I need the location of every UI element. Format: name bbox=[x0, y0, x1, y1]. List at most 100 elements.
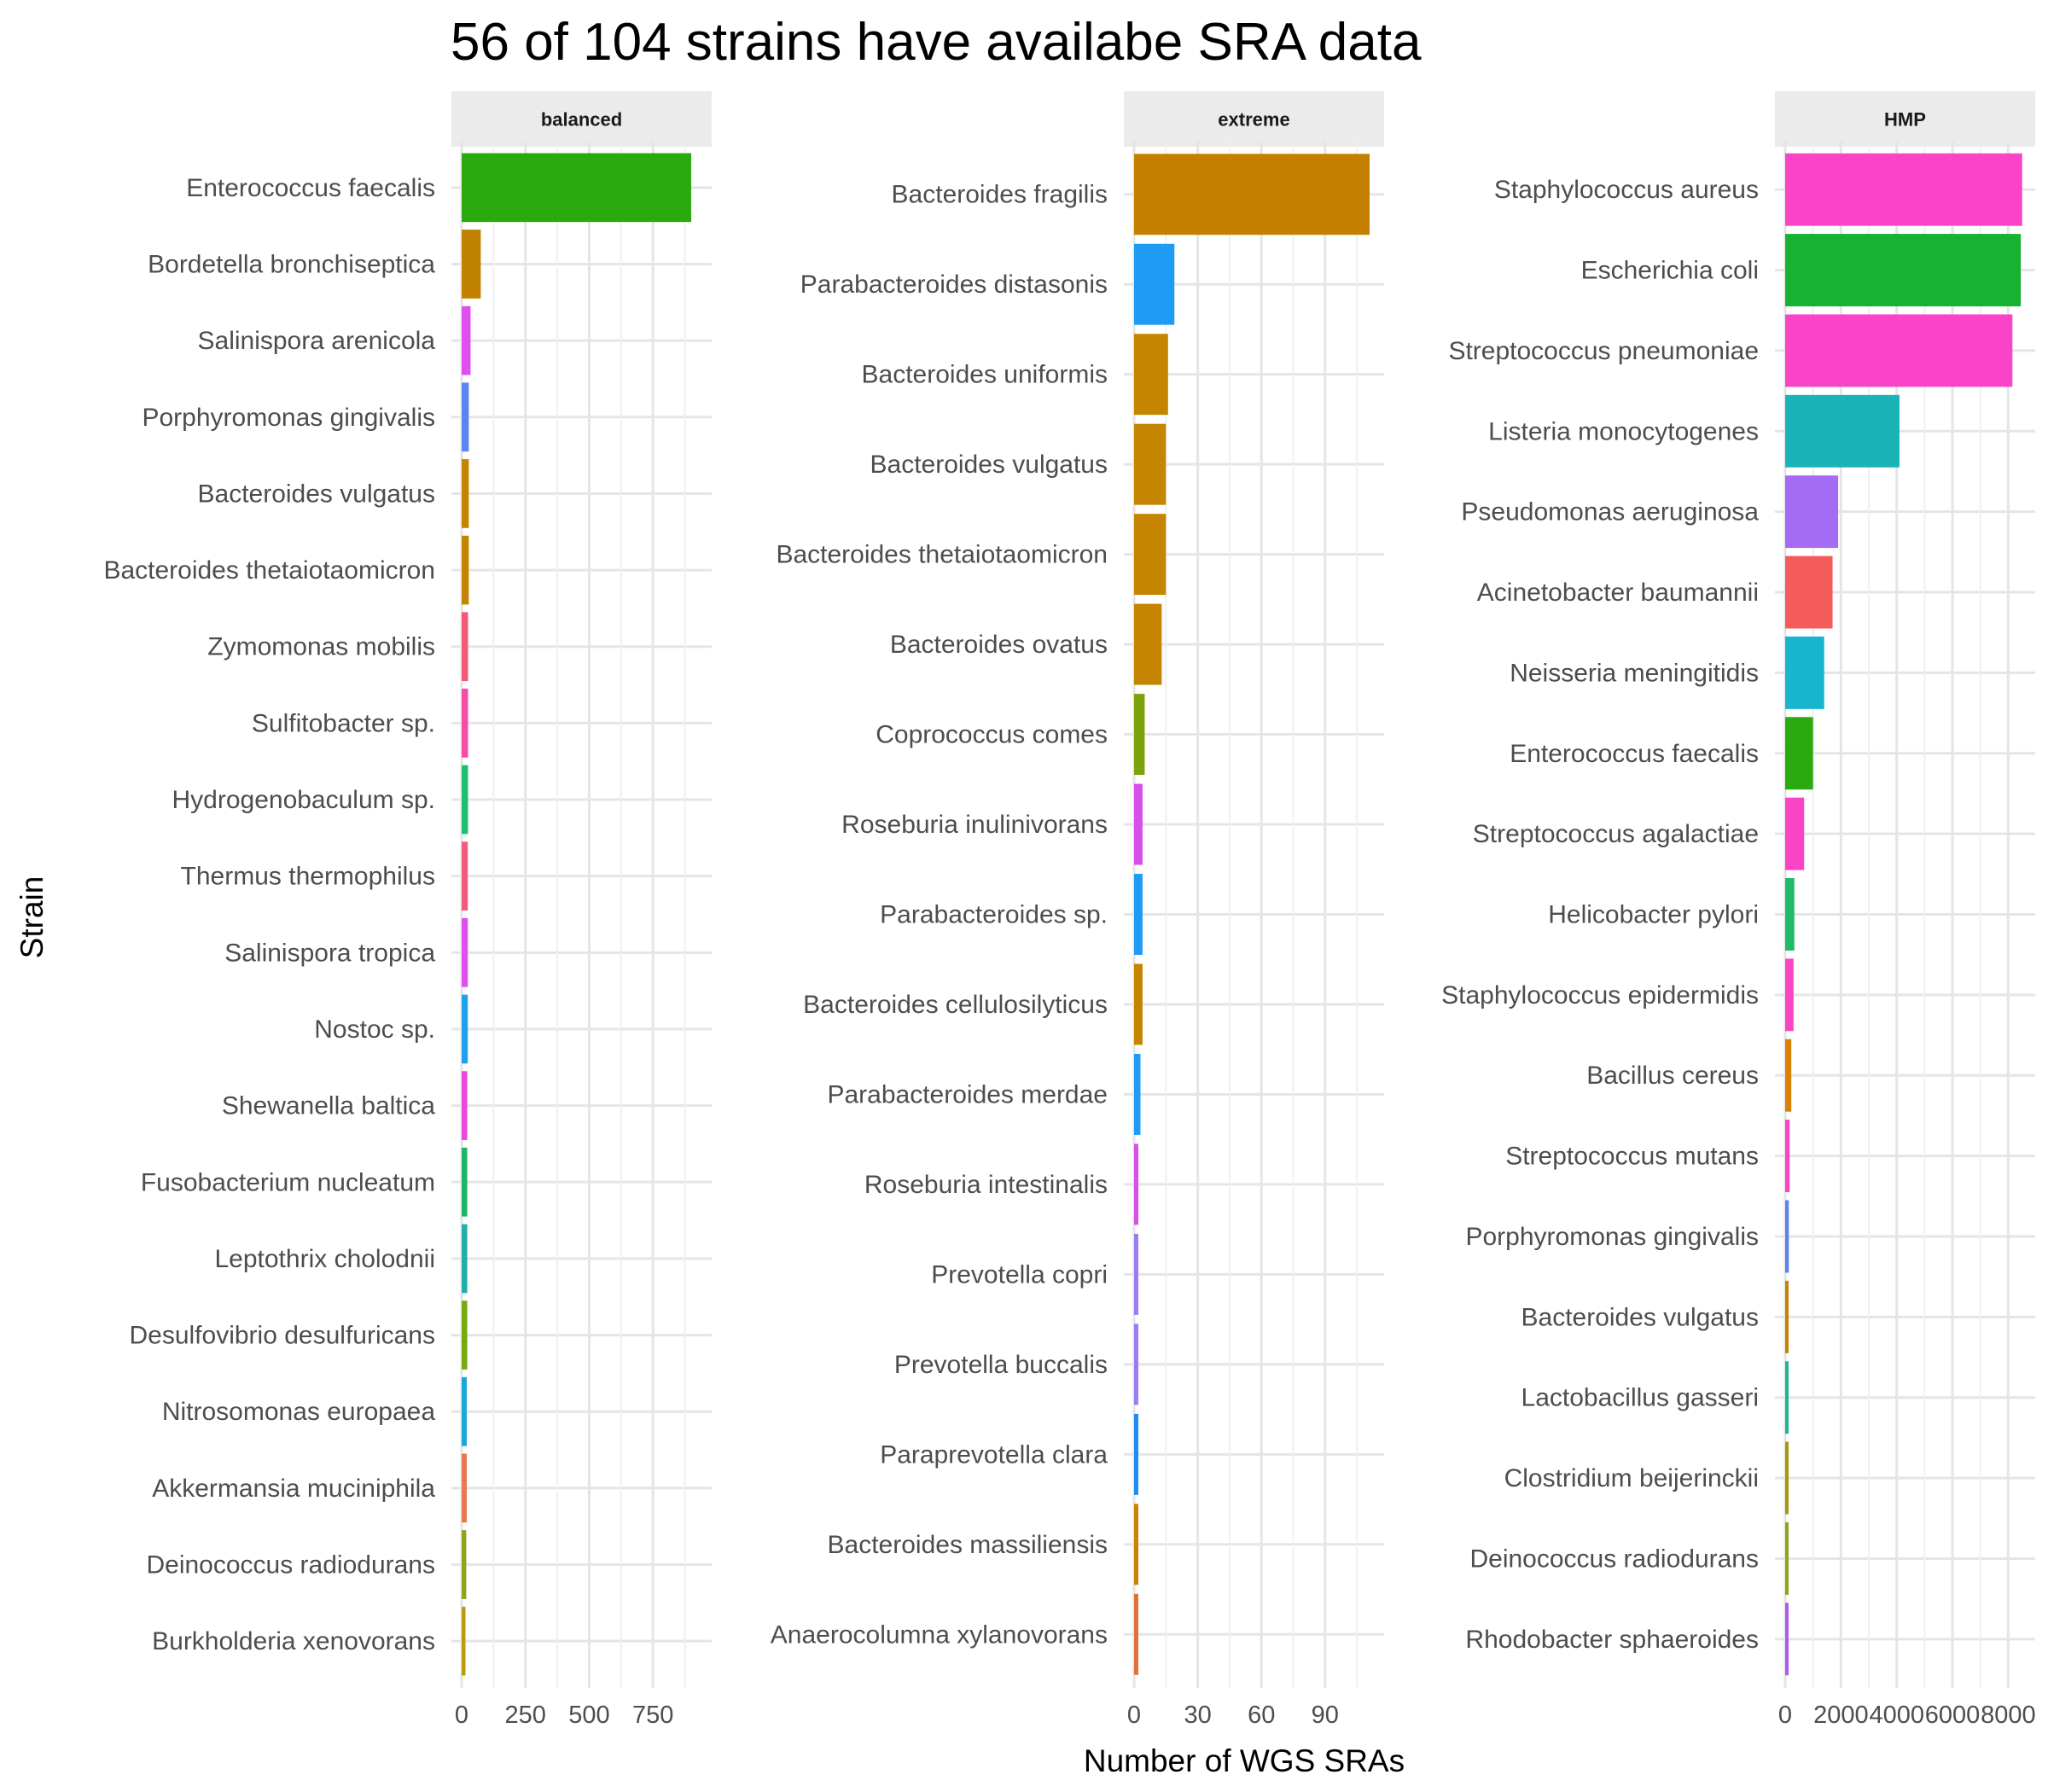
category-label: Paraprevotella clara bbox=[880, 1440, 1108, 1469]
bar bbox=[1785, 394, 1900, 468]
bar bbox=[1134, 783, 1143, 865]
category-label: Prevotella buccalis bbox=[894, 1351, 1108, 1379]
bar bbox=[1785, 958, 1794, 1032]
bar bbox=[462, 1147, 468, 1217]
category-label: Zymomonas mobilis bbox=[207, 633, 435, 661]
facet-strip bbox=[451, 91, 712, 147]
x-tick-label: 30 bbox=[1184, 1702, 1211, 1729]
x-tick-label: 90 bbox=[1312, 1702, 1339, 1729]
category-label: Streptococcus agalactiae bbox=[1473, 820, 1759, 848]
bar bbox=[1785, 556, 1833, 629]
bar bbox=[1134, 694, 1145, 776]
bar bbox=[1134, 874, 1143, 955]
category-label: Thermus thermophilus bbox=[181, 863, 435, 891]
bar bbox=[1785, 1039, 1792, 1112]
bar bbox=[462, 1300, 468, 1370]
category-label: Nostoc sp. bbox=[314, 1015, 435, 1044]
category-label: Desulfovibrio desulfuricans bbox=[129, 1322, 435, 1350]
x-tick-label: 0 bbox=[1778, 1702, 1792, 1729]
x-tick-label: 60 bbox=[1248, 1702, 1275, 1729]
bar bbox=[462, 917, 468, 987]
category-label: Helicobacter pylori bbox=[1548, 901, 1759, 929]
bar bbox=[462, 535, 469, 605]
bar bbox=[1134, 154, 1370, 236]
category-label: Streptococcus mutans bbox=[1505, 1143, 1759, 1171]
category-label: Fusobacterium nucleatum bbox=[141, 1168, 435, 1196]
bar bbox=[462, 612, 468, 682]
x-tick-label: 0 bbox=[1127, 1702, 1141, 1729]
bar bbox=[462, 1606, 466, 1676]
bar bbox=[1785, 1521, 1789, 1595]
category-label: Enterococcus faecalis bbox=[1510, 740, 1759, 768]
category-label: Prevotella copri bbox=[931, 1260, 1108, 1289]
x-tick-label: 250 bbox=[505, 1702, 546, 1729]
category-label: Sulfitobacter sp. bbox=[252, 709, 435, 737]
x-tick-label: 0 bbox=[455, 1702, 468, 1729]
bar bbox=[1785, 636, 1824, 709]
bar bbox=[462, 459, 469, 528]
category-label: Burkholderia xenovorans bbox=[152, 1627, 435, 1655]
category-label: Staphylococcus aureus bbox=[1494, 176, 1759, 204]
category-label: Bacillus cereus bbox=[1586, 1062, 1759, 1090]
facet-strip bbox=[1124, 91, 1384, 147]
category-label: Bacteroides cellulosilyticus bbox=[803, 991, 1108, 1019]
category-label: Bacteroides uniformis bbox=[862, 361, 1108, 389]
bar bbox=[1785, 717, 1813, 790]
category-label: Bacteroides ovatus bbox=[890, 631, 1108, 659]
bar bbox=[1785, 1280, 1789, 1353]
category-label: Nitrosomonas europaea bbox=[162, 1398, 436, 1426]
category-label: Bordetella bronchiseptica bbox=[148, 250, 435, 278]
bar bbox=[1785, 234, 2022, 307]
bar bbox=[462, 1530, 467, 1599]
bar bbox=[462, 1071, 468, 1140]
category-label: Salinispora tropica bbox=[224, 939, 435, 967]
bar bbox=[1134, 334, 1168, 416]
category-label: Bacteroides thetaiotaomicron bbox=[103, 556, 435, 585]
bar bbox=[462, 230, 481, 299]
facet-strip-label: balanced bbox=[541, 109, 622, 131]
category-label: Streptococcus pneumoniae bbox=[1448, 337, 1759, 365]
category-label: Leptothrix cholodnii bbox=[214, 1245, 435, 1273]
bar bbox=[1134, 603, 1162, 685]
category-label: Coprococcus comes bbox=[876, 721, 1108, 749]
bar bbox=[1785, 1441, 1789, 1515]
category-label: Escherichia coli bbox=[1581, 257, 1759, 285]
category-label: Bacteroides vulgatus bbox=[1521, 1303, 1760, 1331]
bar bbox=[1785, 314, 2013, 387]
category-label: Staphylococcus epidermidis bbox=[1441, 981, 1759, 1009]
category-label: Acinetobacter baumannii bbox=[1477, 579, 1759, 607]
bar bbox=[462, 153, 692, 223]
category-label: Bacteroides vulgatus bbox=[870, 451, 1108, 479]
category-label: Bacteroides vulgatus bbox=[198, 480, 436, 508]
category-label: Bacteroides thetaiotaomicron bbox=[776, 541, 1108, 569]
category-label: Parabacteroides merdae bbox=[827, 1080, 1108, 1108]
panel-hmp: HMP Staphylococcus aureus Escherichia coli… bbox=[1441, 91, 2036, 1729]
bar bbox=[1134, 1324, 1138, 1405]
bar bbox=[462, 841, 468, 911]
bar bbox=[1134, 514, 1167, 596]
facet-strip-label: HMP bbox=[1884, 109, 1926, 131]
bar bbox=[1785, 153, 2022, 226]
category-label: Akkermansia muciniphila bbox=[152, 1475, 435, 1503]
panel-balanced: balanced Enterococcus faecalis Bordetella … bbox=[103, 91, 712, 1729]
bar bbox=[1134, 1233, 1138, 1315]
bar bbox=[1785, 1200, 1789, 1273]
category-label: Bacteroides massiliensis bbox=[828, 1531, 1108, 1559]
bar bbox=[1785, 797, 1805, 870]
category-label: Roseburia inulinivorans bbox=[841, 811, 1108, 839]
bar bbox=[1785, 1603, 1789, 1676]
chart-title: 56 of 104 strains have availabe SRA data bbox=[451, 13, 1422, 72]
x-tick-label: 750 bbox=[632, 1702, 673, 1729]
category-label: Parabacteroides distasonis bbox=[800, 271, 1108, 299]
bar bbox=[462, 1453, 467, 1523]
category-label: Rhodobacter sphaeroides bbox=[1465, 1626, 1759, 1654]
y-axis-title: Strain bbox=[15, 876, 49, 959]
bar bbox=[462, 689, 468, 758]
category-label: Salinispora arenicola bbox=[198, 327, 436, 355]
category-label: Parabacteroides sp. bbox=[880, 901, 1108, 929]
bar bbox=[462, 765, 468, 835]
bar bbox=[1134, 243, 1175, 325]
category-label: Deinococcus radiodurans bbox=[146, 1551, 435, 1580]
category-label: Hydrogenobaculum sp. bbox=[172, 786, 435, 814]
